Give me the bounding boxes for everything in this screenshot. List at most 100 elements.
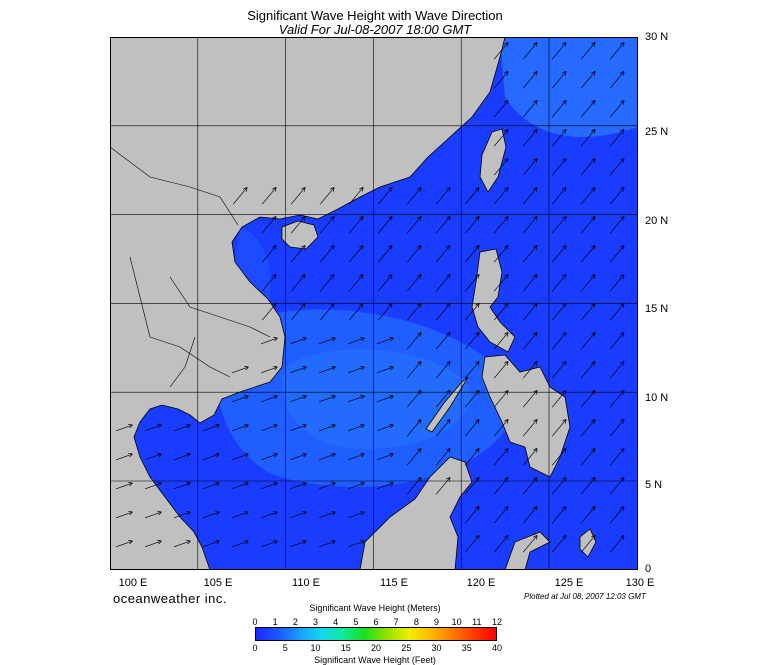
wave-arrow xyxy=(609,478,624,495)
wave-arrow xyxy=(115,541,132,548)
colorbar-feet-tick: 35 xyxy=(461,643,472,653)
wave-arrow xyxy=(435,188,450,205)
wave-arrow xyxy=(522,246,537,263)
wave-arrow xyxy=(347,512,364,519)
wave-arrow xyxy=(522,333,537,350)
colorbar-meters-tick: 5 xyxy=(353,617,359,627)
wave-arrow xyxy=(173,483,190,490)
wave-arrow xyxy=(493,536,508,553)
wave-arrow xyxy=(260,338,277,345)
wave-arrow xyxy=(493,130,508,147)
lat-label: 30 N xyxy=(645,31,669,43)
wave-arrow xyxy=(377,275,392,292)
wave-arrow xyxy=(348,217,363,234)
wave-arrow xyxy=(376,396,393,403)
wave-arrow xyxy=(435,246,450,263)
wave-arrow xyxy=(231,541,248,548)
colorbar-title-feet: Significant Wave Height (Feet) xyxy=(314,655,436,665)
wave-arrow xyxy=(493,217,508,234)
wave-arrow xyxy=(551,43,566,60)
wave-arrow xyxy=(289,425,306,432)
wave-arrow xyxy=(290,275,305,292)
colorbar-meters-tick: 3 xyxy=(312,617,318,627)
wave-arrow xyxy=(318,454,335,461)
wave-arrow xyxy=(202,425,219,432)
wave-arrow xyxy=(493,159,508,176)
wave-arrow xyxy=(609,536,624,553)
wave-arrow xyxy=(376,338,393,345)
wave-arrow xyxy=(261,217,276,234)
wave-zone-ne xyxy=(500,37,638,137)
lon-label: 130 E xyxy=(625,577,655,589)
wave-arrow xyxy=(115,454,132,461)
colorbar-feet-tick: 5 xyxy=(282,643,288,653)
wave-arrow xyxy=(173,541,190,548)
wave-arrow xyxy=(289,512,306,519)
brand-label: oceanweather inc. xyxy=(113,591,228,606)
wave-arrow xyxy=(522,130,537,147)
wave-arrow xyxy=(522,536,537,553)
wave-arrow xyxy=(522,304,537,321)
wave-arrow xyxy=(522,217,537,234)
wave-arrow xyxy=(551,362,566,379)
wave-arrow xyxy=(580,536,595,553)
wave-arrow xyxy=(580,101,595,118)
wave-arrow xyxy=(318,483,335,490)
wave-arrow xyxy=(376,483,393,490)
wave-arrow xyxy=(260,483,277,490)
wave-arrow xyxy=(551,101,566,118)
wave-arrow xyxy=(464,188,479,205)
wave-arrow xyxy=(377,188,392,205)
wave-arrow xyxy=(348,275,363,292)
wave-arrow xyxy=(318,541,335,548)
wave-arrow xyxy=(493,188,508,205)
colorbar-feet-tick: 40 xyxy=(491,643,502,653)
wave-arrow xyxy=(551,246,566,263)
wave-arrow xyxy=(348,188,363,205)
wave-arrow xyxy=(173,512,190,519)
colorbar-meters-tick: 12 xyxy=(491,617,502,627)
lat-lon-grid xyxy=(110,37,638,570)
wave-arrow xyxy=(551,478,566,495)
wave-arrow xyxy=(406,246,421,263)
wave-arrow xyxy=(144,454,161,461)
wave-arrow xyxy=(260,367,277,374)
wave-arrow xyxy=(522,159,537,176)
wave-arrow xyxy=(435,333,450,350)
wave-arrow xyxy=(551,188,566,205)
wave-arrow xyxy=(609,159,624,176)
wave-arrow xyxy=(231,512,248,519)
wave-arrow xyxy=(580,130,595,147)
colorbar-feet-tick: 15 xyxy=(340,643,351,653)
wave-arrow xyxy=(406,449,421,466)
wave-arrow xyxy=(493,72,508,89)
wave-arrow xyxy=(580,391,595,408)
colorbar-feet-tick: 10 xyxy=(310,643,321,653)
wave-arrow xyxy=(115,512,132,519)
wave-arrow xyxy=(551,217,566,234)
wave-arrow xyxy=(493,275,508,292)
wave-arrow xyxy=(231,454,248,461)
colorbar-feet-tick: 20 xyxy=(370,643,381,653)
wave-arrow xyxy=(609,275,624,292)
wave-arrow xyxy=(289,338,306,345)
wave-arrow xyxy=(551,449,566,466)
wave-arrow xyxy=(522,507,537,524)
wave-arrow xyxy=(609,449,624,466)
lat-label: 15 N xyxy=(645,303,669,315)
wave-arrow xyxy=(289,367,306,374)
wave-arrow xyxy=(319,304,334,321)
wave-arrow xyxy=(289,483,306,490)
wave-arrow xyxy=(435,275,450,292)
wave-arrow xyxy=(406,275,421,292)
wave-arrow xyxy=(551,420,566,437)
lat-label: 10 N xyxy=(645,392,669,404)
wave-arrow xyxy=(261,188,276,205)
wave-arrow xyxy=(435,304,450,321)
colorbar-feet-tick: 0 xyxy=(252,643,258,653)
wave-arrow xyxy=(609,217,624,234)
wave-arrow xyxy=(464,507,479,524)
colorbar-meters-tick: 4 xyxy=(333,617,339,627)
wave-arrow xyxy=(347,396,364,403)
wave-arrow xyxy=(609,43,624,60)
